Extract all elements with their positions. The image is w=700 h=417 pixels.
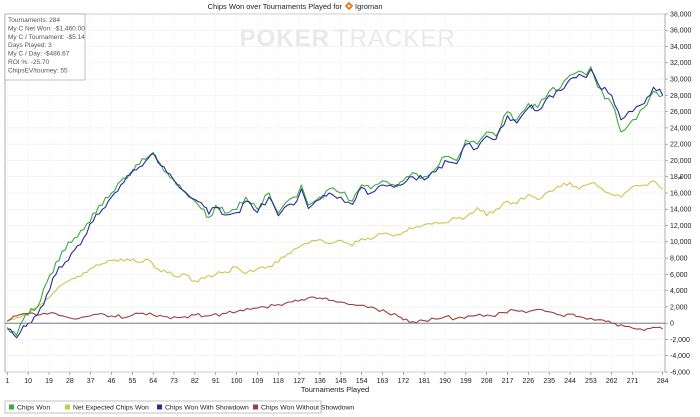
x-tick-label: 64 — [149, 378, 157, 385]
x-tick-label: 271 — [627, 378, 639, 385]
series-line-0 — [6, 66, 663, 336]
x-tick-label: 190 — [439, 378, 451, 385]
y-tick-label: 14,000 — [670, 207, 692, 214]
chart-player-name: Igroman — [355, 2, 383, 11]
x-tick-label: 181 — [418, 378, 430, 385]
x-tick-label: 73 — [170, 378, 178, 385]
legend-label[interactable]: Chips Won With Showdown — [165, 405, 249, 412]
x-tick-label: 154 — [356, 378, 368, 385]
legend: Chips Won Net Expected Chips Won Chips Won… — [9, 404, 354, 412]
legend-swatch — [65, 404, 70, 410]
x-tick-label: 136 — [314, 378, 326, 385]
x-tick-label: 172 — [397, 378, 409, 385]
y-tick-label: 36,000 — [670, 28, 692, 35]
x-tick-label: 46 — [108, 378, 116, 385]
y-tick-label: 32,000 — [670, 60, 692, 67]
x-tick-label: 163 — [377, 378, 389, 385]
x-tick-label: 244 — [564, 378, 576, 385]
y-tick-label: -2,000 — [670, 337, 690, 344]
x-tick-label: 262 — [606, 378, 618, 385]
stat-line: My C Net Won: -$1,460.00 — [8, 25, 85, 32]
stat-line: Tournaments: 284 — [8, 17, 60, 24]
y-tick-label: 2,000 — [670, 304, 688, 311]
cursor-marker — [678, 176, 682, 179]
y-tick-label: 16,000 — [670, 190, 692, 197]
y-tick-label: 20,000 — [670, 158, 692, 165]
series-layer — [6, 66, 664, 339]
y-tick-label: 0 — [670, 321, 674, 328]
x-tick-label: 145 — [335, 378, 347, 385]
y-tick-label: -4,000 — [670, 353, 690, 360]
x-tick-label: 28 — [66, 378, 74, 385]
stat-line: My C / Tournament: -$5.14 — [8, 34, 85, 41]
y-tick-label: 38,000 — [670, 11, 692, 18]
legend-swatch — [253, 404, 258, 410]
y-tick-label: 24,000 — [670, 125, 692, 132]
x-tick-label: 217 — [502, 378, 514, 385]
x-axis-label: Tournaments Played — [301, 385, 369, 394]
x-tick-label: 100 — [231, 378, 243, 385]
y-tick-label: 12,000 — [670, 223, 692, 230]
x-tick-label: 253 — [585, 378, 597, 385]
y-tick-label: 10,000 — [670, 239, 692, 246]
legend-swatch — [9, 404, 14, 410]
x-tick-label: 235 — [543, 378, 555, 385]
stat-line: ChipsEV/tourney: 55 — [8, 67, 68, 74]
stat-line: ROI %: -25.70 — [8, 59, 50, 66]
player-icon — [344, 1, 354, 11]
y-tick-label: 4,000 — [670, 288, 688, 295]
y-tick-label: 26,000 — [670, 109, 692, 116]
y-tick-label: 8,000 — [670, 255, 688, 262]
chart-title: Chips Won over Tournaments Played for — [208, 2, 343, 11]
x-tick-label: 19 — [45, 378, 53, 385]
series-line-1 — [6, 180, 663, 322]
x-tick-label: 127 — [293, 378, 305, 385]
x-tick-label: 55 — [128, 378, 136, 385]
x-tick-label: 109 — [252, 378, 264, 385]
x-tick-label: 91 — [212, 378, 220, 385]
x-tick-label: 37 — [87, 378, 95, 385]
x-tick-label: 284 — [657, 378, 669, 385]
legend-label[interactable]: Chips Won Without Showdown — [261, 405, 354, 412]
x-tick-label: 226 — [523, 378, 535, 385]
legend-label[interactable]: Chips Won — [17, 405, 50, 412]
y-tick-label: 22,000 — [670, 142, 692, 149]
legend-box — [4, 400, 322, 414]
y-tick-label: -6,000 — [670, 369, 690, 376]
series-line-2 — [7, 68, 664, 339]
legend-label[interactable]: Net Expected Chips Won — [73, 405, 149, 412]
stats-box — [4, 13, 86, 81]
legend-swatch — [157, 404, 162, 410]
x-tick-label: 118 — [273, 378, 284, 385]
x-tick-label: 1 — [5, 378, 9, 385]
series-line-3 — [7, 296, 663, 332]
watermark-poker: POKER — [240, 25, 330, 52]
x-tick-label: 208 — [481, 378, 493, 385]
y-axis: -6,000 -4,000 -2,000 0 2,000 4,000 6,000 8,000 1… — [665, 11, 692, 376]
y-tick-label: 28,000 — [670, 93, 692, 100]
x-tick-label: 199 — [460, 378, 472, 385]
x-tick-label: 10 — [24, 378, 32, 385]
x-axis: 1 10 19 28 37 46 55 64 73 82 91 100 109 118 127 136 145 1… — [5, 372, 669, 385]
stat-line: My C / Day: -$486.67 — [8, 51, 70, 58]
x-tick-label: 82 — [191, 378, 199, 385]
y-tick-label: 6,000 — [670, 272, 688, 279]
stat-line: Days Played: 3 — [8, 42, 52, 49]
grid-lines — [5, 13, 665, 373]
y-tick-label: 30,000 — [670, 76, 692, 83]
y-tick-label: 34,000 — [670, 44, 692, 51]
watermark-tracker: TRACKER — [334, 25, 456, 52]
